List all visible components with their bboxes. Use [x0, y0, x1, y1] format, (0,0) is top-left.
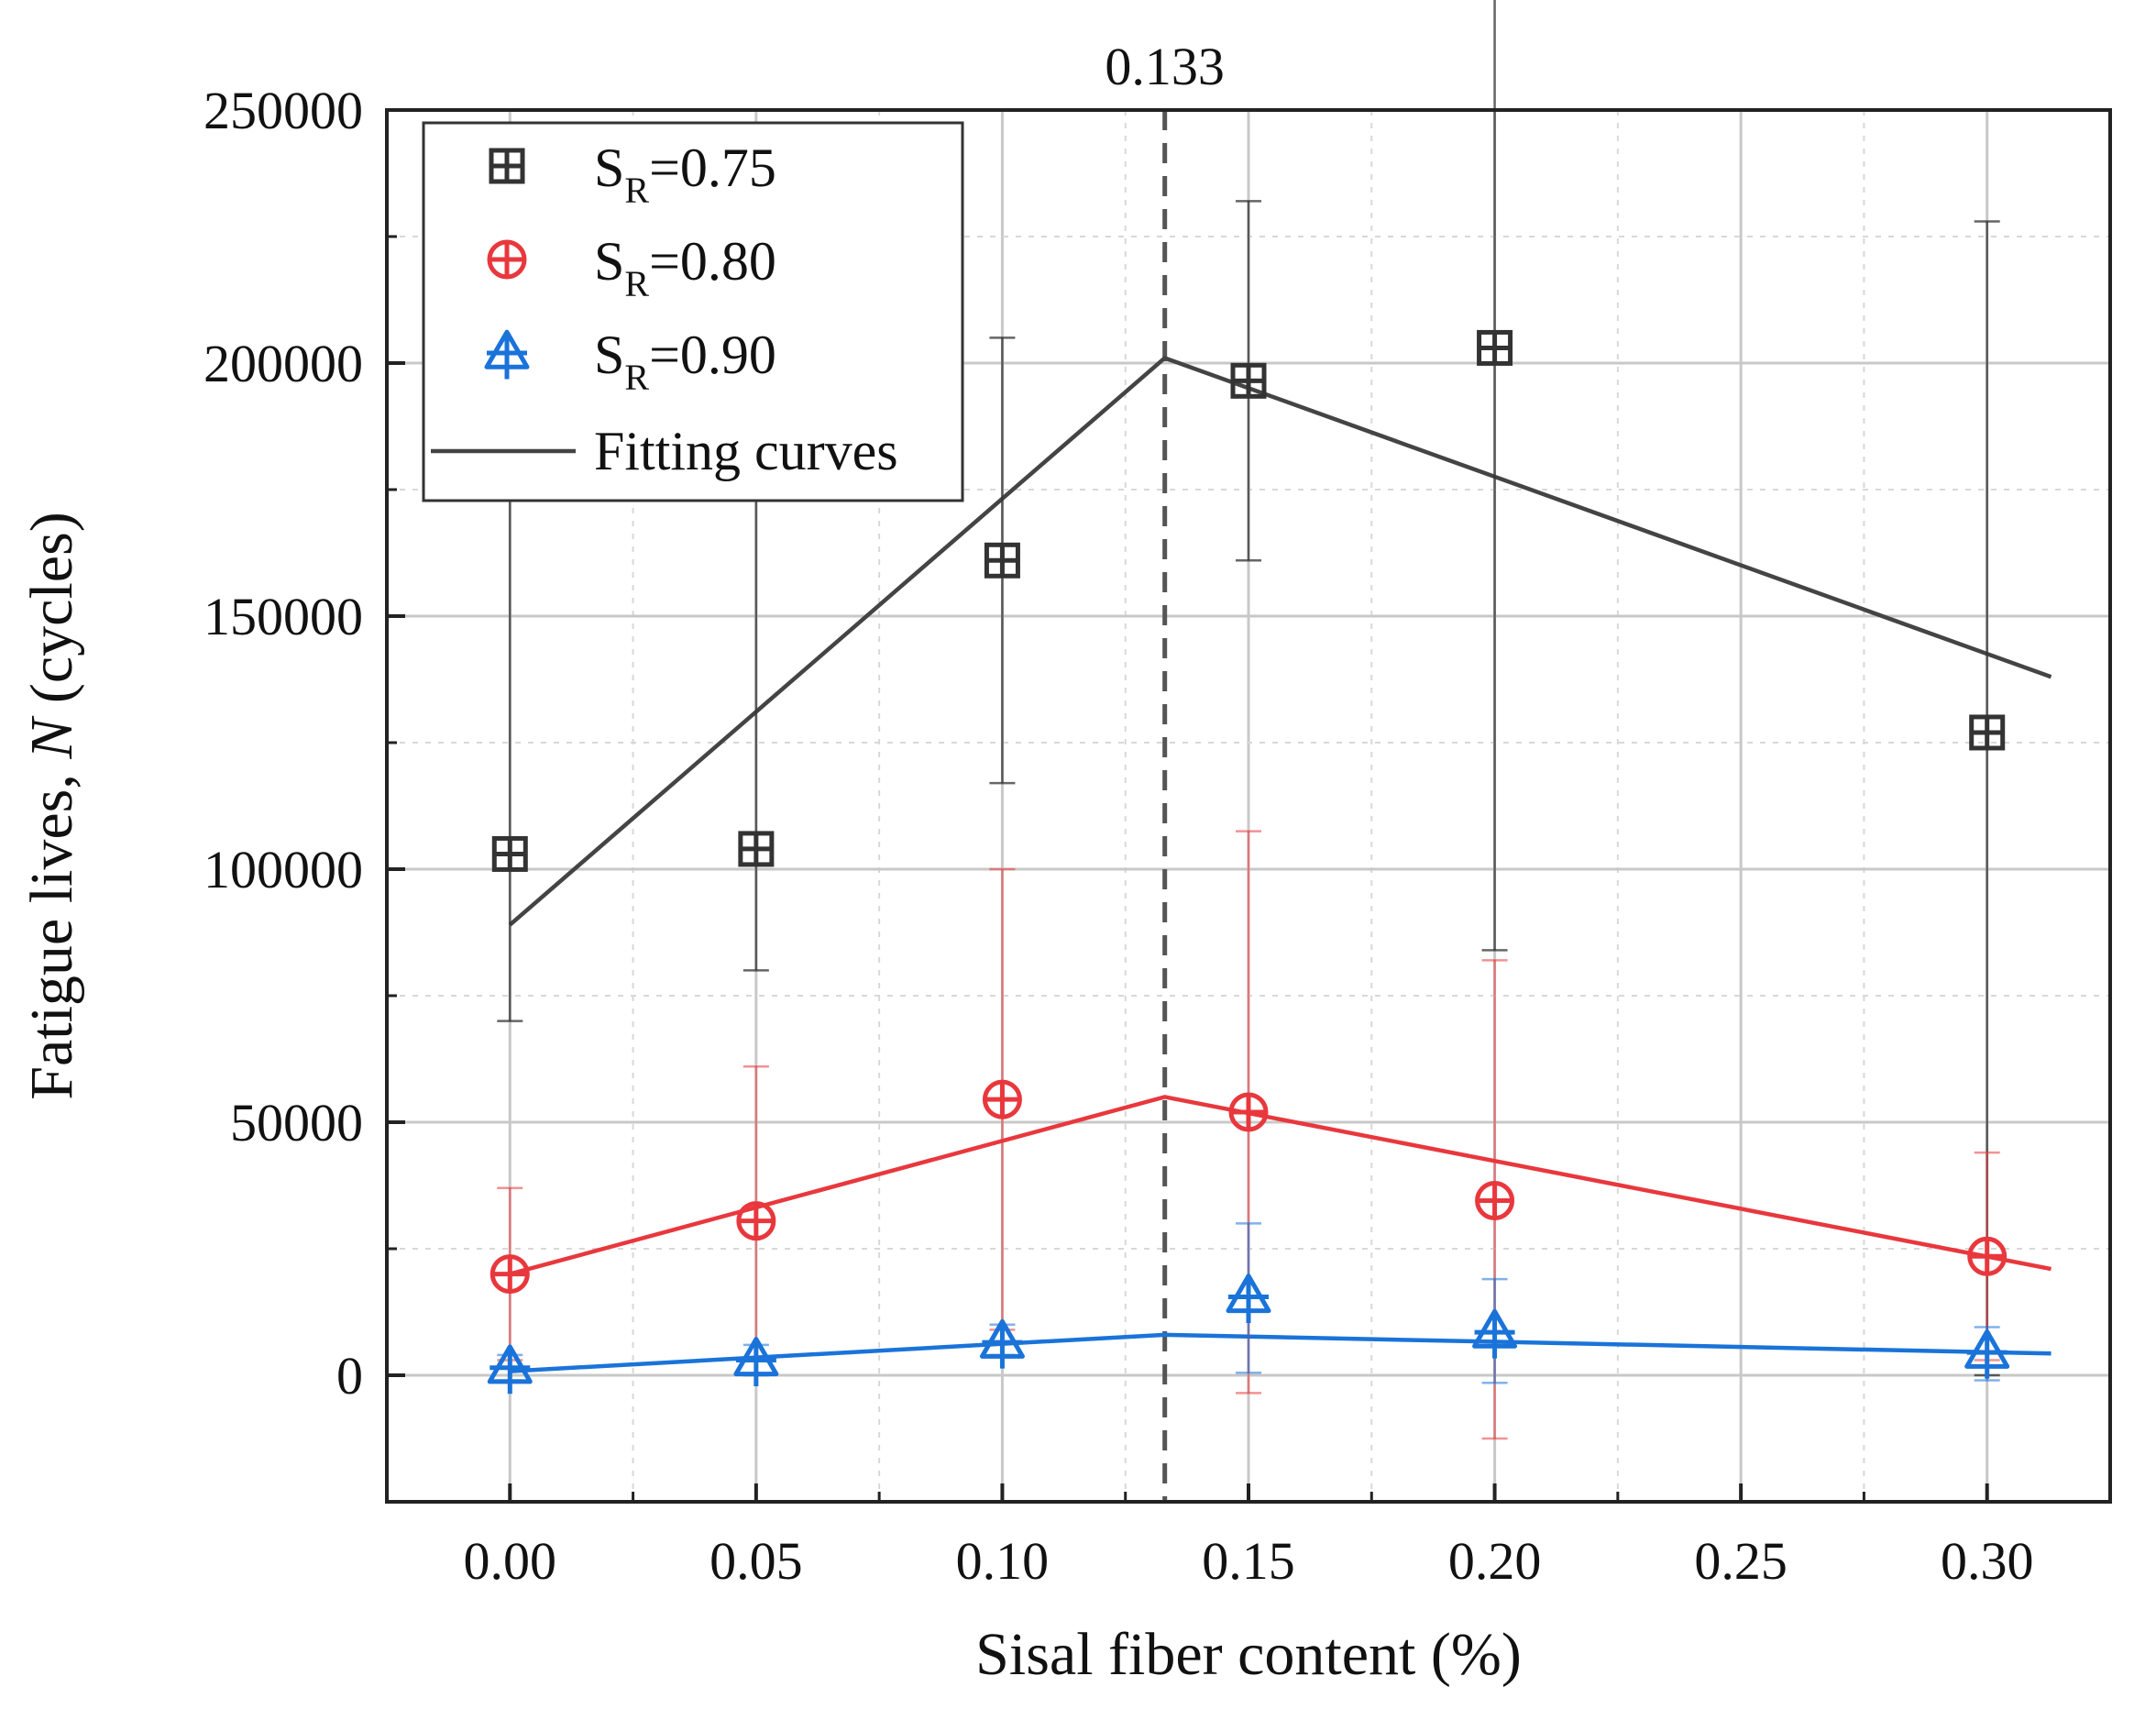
series-1-fit-line [509, 1095, 2052, 1276]
y-tick-label-3: 150000 [204, 587, 363, 646]
series-1-point-3 [1228, 1092, 1269, 1132]
legend-label-2-main: S [594, 325, 624, 385]
legend-label-1-rest: =0.80 [649, 231, 776, 292]
data-markers [487, 329, 2010, 1395]
legend-label-0-main: S [594, 138, 624, 198]
series-2-point-0 [487, 1344, 533, 1395]
y-axis-title-suffix: (cycles) [18, 512, 85, 718]
legend-label-1: SR=0.80 [594, 231, 776, 304]
y-axis-title: Fatigue lives, N (cycles) [18, 512, 85, 1100]
y-axis-title-symbol: N [18, 715, 85, 760]
legend-box [422, 121, 964, 502]
legend-label-1-sub: R [624, 263, 649, 304]
series-1-point-0 [490, 1254, 530, 1295]
series-1-point-2 [982, 1079, 1022, 1119]
reference-line-label: 0.133 [1105, 37, 1225, 96]
series-0-point-5 [1969, 714, 2006, 751]
x-tick-label-5: 0.25 [1694, 1531, 1788, 1591]
series-0-fit-line [508, 356, 2052, 927]
reference-line-group: 0.133 [1105, 37, 1225, 1502]
legend-label-0-rest: =0.75 [649, 138, 776, 198]
series-1-point-4 [1475, 1181, 1515, 1221]
legend-label-1-main: S [594, 231, 624, 292]
legend-marker-2 [484, 329, 530, 380]
legend-label-2-rest: =0.90 [649, 325, 776, 385]
series-0-point-0 [491, 835, 528, 872]
legend-label-0: SR=0.75 [594, 138, 776, 211]
x-tick-label-4: 0.20 [1448, 1531, 1542, 1591]
y-tick-labels: 0 50000 100000 150000 200000 250000 [204, 81, 363, 1406]
series-1-point-1 [736, 1201, 776, 1241]
x-tick-label-6: 0.30 [1941, 1531, 2034, 1591]
series-2-fit-line [510, 1332, 2052, 1373]
x-tick-label-0: 0.00 [464, 1531, 557, 1591]
series-2-point-3 [1226, 1273, 1271, 1323]
x-tick-labels: 0.00 0.05 0.10 0.15 0.20 0.25 0.30 [464, 1531, 2034, 1591]
series-0-point-2 [984, 542, 1020, 579]
y-axis-title-prefix: Fatigue lives, [18, 759, 85, 1100]
y-tick-label-5: 250000 [204, 81, 363, 140]
legend-label-2: SR=0.90 [594, 325, 776, 398]
axis-ticks [386, 108, 1989, 1502]
x-axis-title: Sisal fiber content (%) [975, 1621, 1522, 1688]
legend-label-0-sub: R [624, 170, 649, 211]
series-2-point-1 [733, 1337, 779, 1386]
y-tick-label-4: 200000 [204, 334, 363, 393]
series-0-point-4 [1477, 329, 1513, 366]
y-tick-label-2: 100000 [204, 840, 363, 899]
series-1-point-5 [1967, 1236, 2008, 1276]
legend-label-2-sub: R [624, 357, 649, 398]
x-tick-label-3: 0.15 [1202, 1531, 1295, 1591]
x-tick-label-1: 0.05 [710, 1531, 803, 1591]
y-tick-label-1: 50000 [230, 1093, 363, 1152]
y-tick-label-0: 0 [336, 1346, 363, 1406]
series-2-point-4 [1472, 1308, 1518, 1359]
legend-marker-1 [487, 239, 527, 280]
series-0-point-3 [1230, 362, 1267, 399]
legend-marker-0 [489, 148, 525, 184]
fitting-curves [508, 356, 2052, 1373]
series-0-point-1 [738, 831, 775, 867]
legend-label-fit: Fitting curves [594, 421, 898, 481]
x-tick-label-2: 0.10 [956, 1531, 1050, 1591]
series-2-point-5 [1964, 1329, 2010, 1379]
series-2-point-2 [979, 1318, 1025, 1369]
